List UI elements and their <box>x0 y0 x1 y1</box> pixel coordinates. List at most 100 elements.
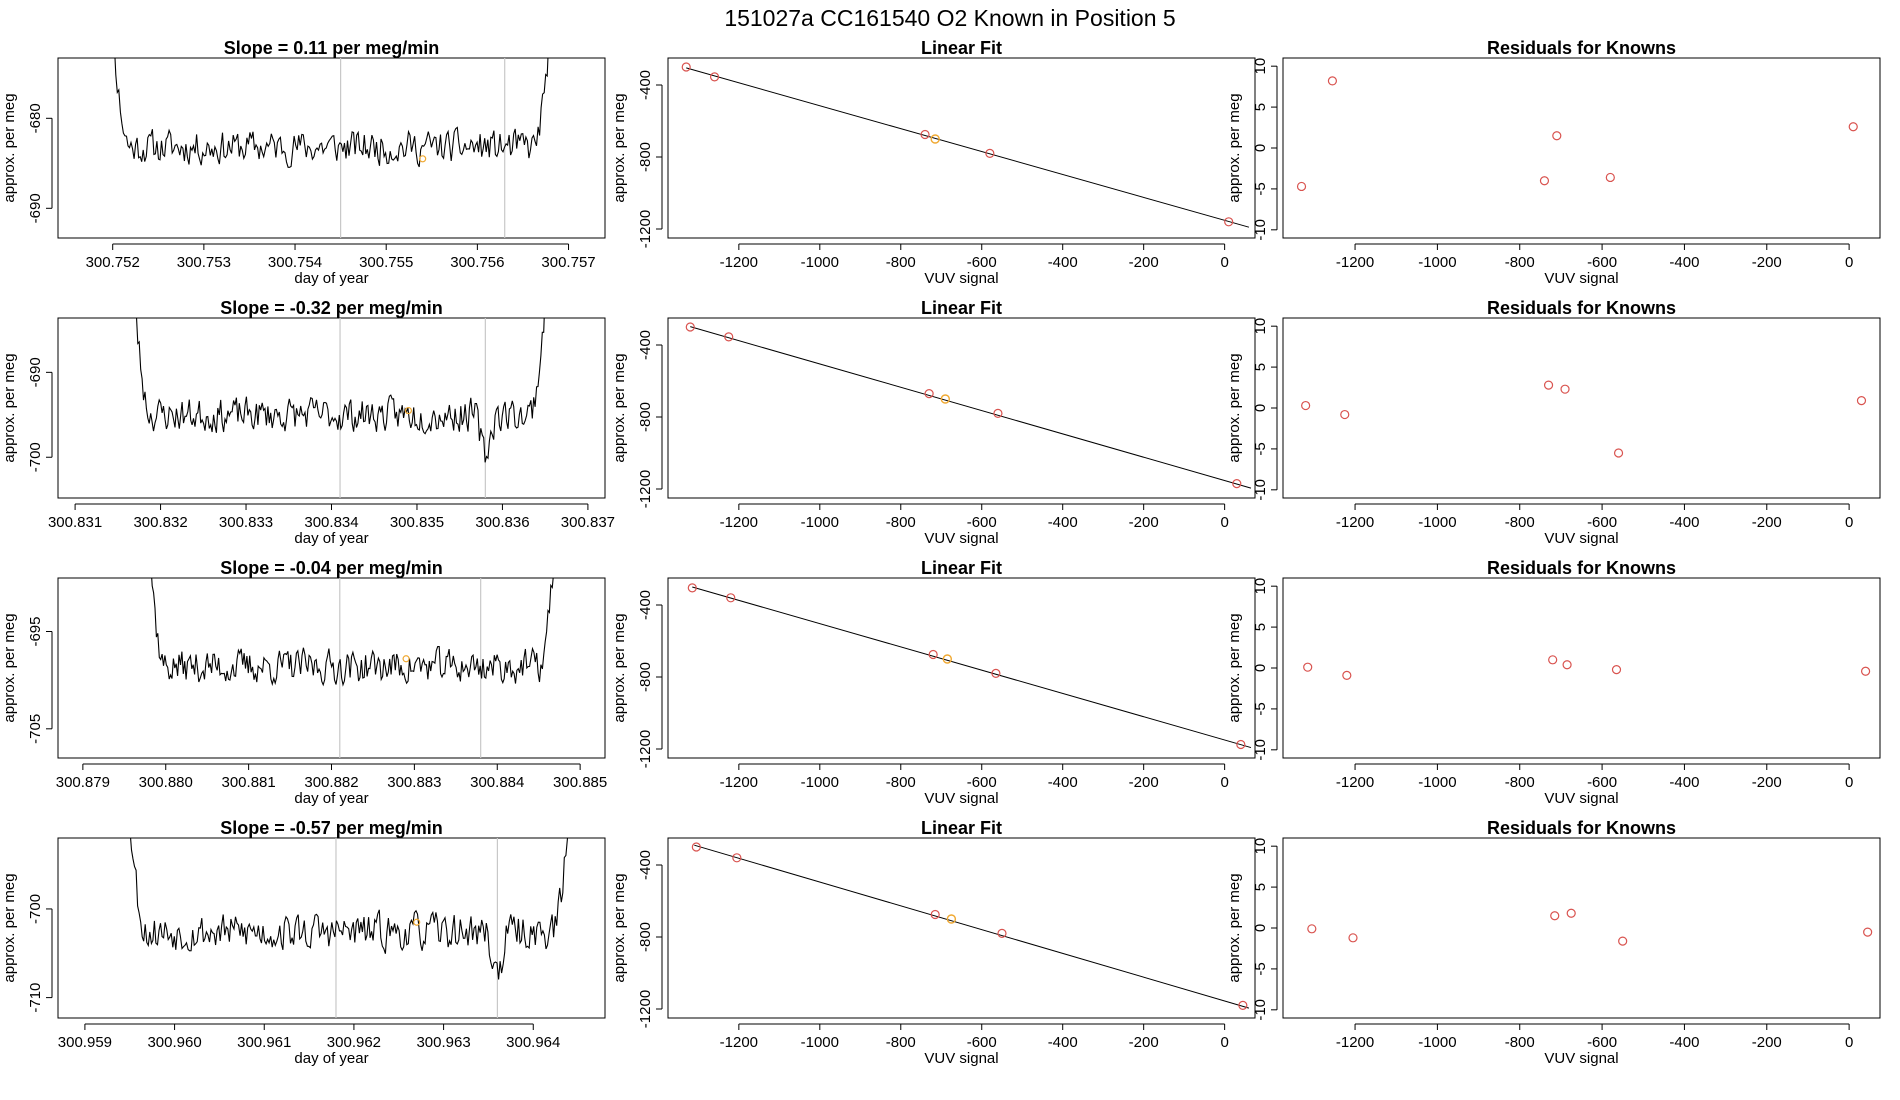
x-tick-label: -600 <box>967 254 997 271</box>
series-line <box>114 58 549 168</box>
known-point <box>1238 1000 1248 1011</box>
residual-point <box>1552 131 1562 141</box>
x-tick-label: -1200 <box>1336 1034 1374 1051</box>
plot-frame <box>667 57 1256 239</box>
residual-point <box>1548 655 1558 665</box>
y-tick-label: 10 <box>1252 578 1269 595</box>
x-tick-label: 300.835 <box>390 514 444 531</box>
plot-area <box>1296 76 1858 192</box>
unknown-point <box>946 914 957 924</box>
x-tick-label: 300.960 <box>147 1034 201 1051</box>
y-tick-label: -700 <box>27 442 44 472</box>
x-tick-label: 300.959 <box>58 1034 112 1051</box>
x-axis-label: day of year <box>294 270 368 287</box>
panel-1-2: Linear Fit -1200 -1000 -800 -600 -400 -200 0 VUV… <box>611 38 1256 287</box>
y-tick-label: 5 <box>1252 103 1269 111</box>
known-point <box>681 62 691 72</box>
x-tick-label: -400 <box>1669 774 1699 791</box>
known-point <box>930 909 940 920</box>
x-axis-label: day of year <box>294 1050 368 1067</box>
y-axis-label: approx. per meg <box>1226 353 1243 462</box>
series-line <box>151 578 554 687</box>
x-tick-label: 300.753 <box>177 254 231 271</box>
plot-area <box>151 578 554 758</box>
y-tick-label: 10 <box>1252 838 1269 855</box>
known-point <box>920 129 930 140</box>
x-tick-label: -1000 <box>1418 1034 1456 1051</box>
y-axis-label: approx. per meg <box>1226 613 1243 722</box>
fit-line <box>686 67 1250 228</box>
x-tick-label: -1000 <box>1418 254 1456 271</box>
y-tick-label: -1200 <box>637 990 654 1028</box>
plot-frame <box>57 837 606 1019</box>
x-tick-label: -600 <box>1587 1034 1617 1051</box>
y-tick-label: -10 <box>1252 739 1269 761</box>
x-tick-label: -200 <box>1752 514 1782 531</box>
panel-1-1: Slope = 0.11 per meg/min 300.752 300.753 30… <box>1 38 606 287</box>
y-axis-label: approx. per meg <box>611 873 628 982</box>
x-tick-label: 300.885 <box>553 774 607 791</box>
highlight-point <box>413 918 421 926</box>
x-tick-label: -600 <box>1587 254 1617 271</box>
plot-frame <box>667 577 1256 759</box>
plot-area <box>687 583 1252 750</box>
x-tick-label: -1000 <box>801 514 839 531</box>
panel-2-2: Linear Fit -1200 -1000 -800 -600 -400 -200 0 VUV… <box>611 298 1256 547</box>
plot-frame <box>57 577 606 759</box>
chart-title: Slope = 0.11 per meg/min <box>224 38 440 58</box>
residual-point <box>1327 76 1338 86</box>
plot-area <box>681 62 1250 228</box>
y-tick-label: -800 <box>637 142 654 172</box>
y-tick-label: 0 <box>1252 404 1269 412</box>
y-tick-label: -700 <box>27 894 44 924</box>
x-tick-label: -1000 <box>1418 514 1456 531</box>
chart-title: Slope = -0.32 per meg/min <box>220 298 443 318</box>
x-tick-label: -800 <box>886 1034 916 1051</box>
x-tick-label: -1000 <box>1418 774 1456 791</box>
residual-point <box>1863 927 1873 937</box>
x-tick-label: -400 <box>1048 774 1078 791</box>
x-tick-label: 300.883 <box>387 774 441 791</box>
x-tick-label: 300.757 <box>541 254 595 271</box>
x-tick-label: -1200 <box>720 774 758 791</box>
chart-title: Residuals for Knowns <box>1487 298 1676 318</box>
x-tick-label: 0 <box>1845 514 1853 531</box>
known-point <box>726 593 736 603</box>
fit-line <box>690 326 1252 489</box>
plot-frame <box>667 317 1256 499</box>
fit-line <box>692 586 1252 749</box>
y-tick-label: 5 <box>1252 363 1269 371</box>
residual-point <box>1301 400 1311 411</box>
panel-3-2: Linear Fit -1200 -1000 -800 -600 -400 -200 0 VUV… <box>611 558 1256 807</box>
known-point <box>732 853 742 863</box>
x-tick-label: -600 <box>967 774 997 791</box>
plot-area <box>1301 380 1867 458</box>
x-tick-label: -400 <box>1669 254 1699 271</box>
x-tick-label: 300.832 <box>133 514 187 531</box>
y-tick-label: -710 <box>27 983 44 1013</box>
y-tick-label: 10 <box>1252 318 1269 335</box>
chart-title: Residuals for Knowns <box>1487 558 1676 578</box>
plot-area <box>114 58 549 238</box>
residual-point <box>1848 122 1858 132</box>
x-tick-label: 300.880 <box>139 774 193 791</box>
y-tick-label: -680 <box>27 103 44 133</box>
x-tick-label: 300.884 <box>470 774 524 791</box>
y-tick-label: -10 <box>1252 479 1269 501</box>
x-tick-label: -1200 <box>1336 254 1374 271</box>
x-tick-label: 0 <box>1845 254 1853 271</box>
panel-4-1: Slope = -0.57 per meg/min 300.959 300.960 3… <box>1 818 606 1067</box>
y-tick-label: -690 <box>27 193 44 223</box>
residual-point <box>1342 670 1352 680</box>
residual-point <box>1543 380 1554 390</box>
residual-point <box>1296 181 1307 192</box>
panel-2-3: Residuals for Knowns-1200 -1000 -800 -600 -4… <box>1226 298 1881 547</box>
y-tick-label: 5 <box>1252 883 1269 891</box>
x-tick-label: -800 <box>886 514 916 531</box>
y-tick-label: -400 <box>637 850 654 880</box>
series-line <box>136 318 545 463</box>
x-tick-label: -200 <box>1752 254 1782 271</box>
series-line <box>130 838 569 980</box>
known-point <box>709 72 720 82</box>
x-tick-label: -800 <box>886 254 916 271</box>
